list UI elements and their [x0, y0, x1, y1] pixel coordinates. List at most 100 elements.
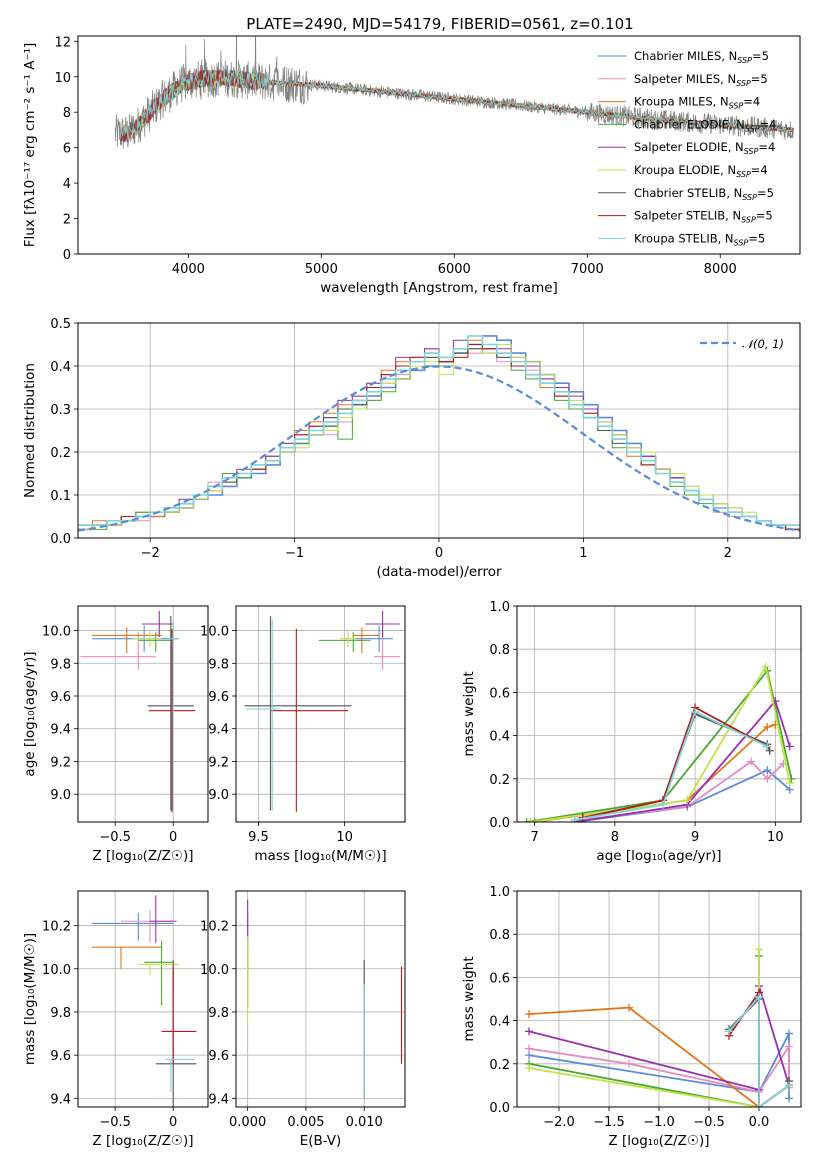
- y-tick-label: 10.0: [200, 963, 229, 978]
- weight-marker: [525, 1064, 533, 1073]
- weight-marker: [763, 742, 772, 751]
- y-axis-label: age [log₁₀(age/yr)]: [22, 651, 38, 776]
- weight-marker: [755, 945, 763, 954]
- x-tick-label: 0: [169, 830, 177, 845]
- error-cross: [246, 619, 281, 811]
- plot-area-weight_vs_age: [522, 662, 796, 822]
- x-tick-label: 0.010: [346, 1115, 383, 1130]
- error-cross: [339, 630, 357, 647]
- x-axis-label: E(B-V): [300, 1133, 342, 1149]
- grid-mass_vs_EBV: [236, 891, 405, 1107]
- x-tick-label: −0.5: [99, 1115, 131, 1130]
- x-tick-label: −1.5: [593, 1115, 625, 1130]
- error-cross: [144, 940, 174, 1006]
- legend-entry: Chabrier MILES, NSSP=5: [634, 49, 769, 65]
- y-tick-label: 9.6: [208, 1049, 229, 1064]
- plot-area-residuals: [78, 335, 800, 532]
- error-cross: [91, 912, 174, 941]
- legend-entry: Salpeter MILES, NSSP=5: [634, 72, 768, 88]
- panel-weight_vs_Z: −2.0 −1.5 −1.0 −0.5 0.0 0.0 0.2 0.4 0.6 0.8 1.0 Z […: [461, 885, 802, 1149]
- weight-line: [534, 723, 776, 822]
- weight-marker: [785, 1042, 793, 1051]
- y-tick-label: 9.6: [208, 690, 229, 705]
- legend-entry: Kroupa MILES, NSSP=4: [634, 95, 760, 111]
- panel-age_vs_Z: −0.5 0 9.0 9.2 9.4 9.6 9.8 10.0 Z [log₁₀(Z/Z☉)] a…: [22, 605, 209, 864]
- grid-age_vs_mass: [236, 606, 405, 822]
- grid-weight_vs_age: [517, 605, 801, 823]
- y-tick-label: 9.6: [50, 690, 71, 705]
- x-tick-label: −0.5: [99, 830, 131, 845]
- error-cross: [148, 628, 196, 813]
- y-tick-label: 0.4: [489, 1015, 510, 1030]
- y-tick-label: 8: [63, 106, 71, 121]
- error-cross: [167, 622, 179, 811]
- x-tick-label: −1: [285, 546, 304, 561]
- weight-marker: [625, 1003, 633, 1012]
- axes-frame: [235, 890, 406, 1108]
- weight-marker: [725, 1027, 733, 1036]
- y-tick-label: 10.0: [42, 963, 71, 978]
- y-tick-label: 9.8: [50, 657, 71, 672]
- weight-marker: [625, 1059, 633, 1068]
- weight-marker: [525, 1010, 533, 1019]
- y-tick-label: 0.8: [489, 928, 510, 943]
- x-tick-label: −0.5: [693, 1115, 725, 1130]
- model-spectrum-line: [120, 69, 794, 141]
- legend-entry: Chabrier ELODIE, NSSP=4: [634, 117, 776, 133]
- y-tick-label: 12: [54, 35, 71, 50]
- weight-marker: [763, 766, 772, 775]
- weight-line: [728, 994, 790, 1107]
- panel-weight_vs_age: 7 8 9 10 0.0 0.2 0.4 0.6 0.8 1.0 age [log₁₀(age/yr…: [461, 600, 802, 864]
- panel-mass_vs_Z: −0.5 0 9.4 9.6 9.8 10.0 10.2 Z [log₁₀(Z/Z☉)] mas…: [22, 890, 209, 1149]
- y-tick-label: 0.5: [50, 317, 71, 332]
- weight-marker: [755, 1103, 763, 1107]
- error-cross: [138, 632, 174, 652]
- weight-marker: [763, 774, 772, 783]
- x-tick-label: 8: [611, 830, 619, 845]
- weight-line: [528, 949, 760, 1107]
- axes-frame: [516, 890, 802, 1108]
- y-tick-label: 10.0: [42, 625, 71, 640]
- x-tick-label: 10: [767, 830, 784, 845]
- weight-marker: [570, 815, 579, 822]
- x-tick-label: 7: [531, 830, 539, 845]
- y-tick-label: 9.4: [208, 723, 229, 738]
- legend-entry: Kroupa STELIB, NSSP=5: [634, 231, 765, 247]
- weight-line: [582, 706, 768, 819]
- weight-marker: [785, 742, 794, 751]
- weight-line: [574, 710, 768, 821]
- error-cross: [138, 963, 179, 976]
- y-tick-label: 0.2: [50, 446, 71, 461]
- x-tick-label: 7000: [571, 262, 604, 277]
- axes-frame: [516, 605, 802, 823]
- y-tick-label: 10.0: [200, 625, 229, 640]
- y-tick-label: 9.2: [50, 755, 71, 770]
- y-tick-label: 9.0: [208, 788, 229, 803]
- y-tick-label: 9.8: [208, 1006, 229, 1021]
- y-tick-label: 9.8: [208, 657, 229, 672]
- error-cross: [147, 615, 195, 811]
- axes-frame: [235, 605, 406, 823]
- plot-area-age_vs_Z: [80, 610, 196, 813]
- x-tick-label: −2.0: [543, 1115, 575, 1130]
- y-axis-label: mass weight: [461, 956, 477, 1041]
- x-tick-label: 10: [336, 830, 353, 845]
- x-tick-label: 4000: [172, 262, 205, 277]
- y-tick-label: 0.6: [489, 971, 510, 986]
- x-tick-label: 2: [724, 546, 732, 561]
- y-tick-label: 0.6: [489, 686, 510, 701]
- plot-area-mass_vs_Z: [91, 895, 197, 1107]
- x-tick-label: −2: [141, 546, 160, 561]
- x-axis-label: age [log₁₀(age/yr)]: [596, 848, 721, 864]
- y-axis-label: mass [log₁₀(M/M☉)]: [22, 933, 38, 1065]
- y-tick-label: 4: [63, 177, 71, 192]
- axes-frame: [77, 605, 209, 823]
- error-cross: [353, 625, 393, 652]
- x-axis-label: wavelength [Angstrom, rest frame]: [320, 280, 558, 296]
- y-tick-label: 0.8: [489, 643, 510, 658]
- error-cross: [91, 946, 162, 969]
- y-tick-label: 9.4: [50, 723, 71, 738]
- y-tick-label: 1.0: [489, 600, 510, 615]
- x-tick-label: 0: [169, 1115, 177, 1130]
